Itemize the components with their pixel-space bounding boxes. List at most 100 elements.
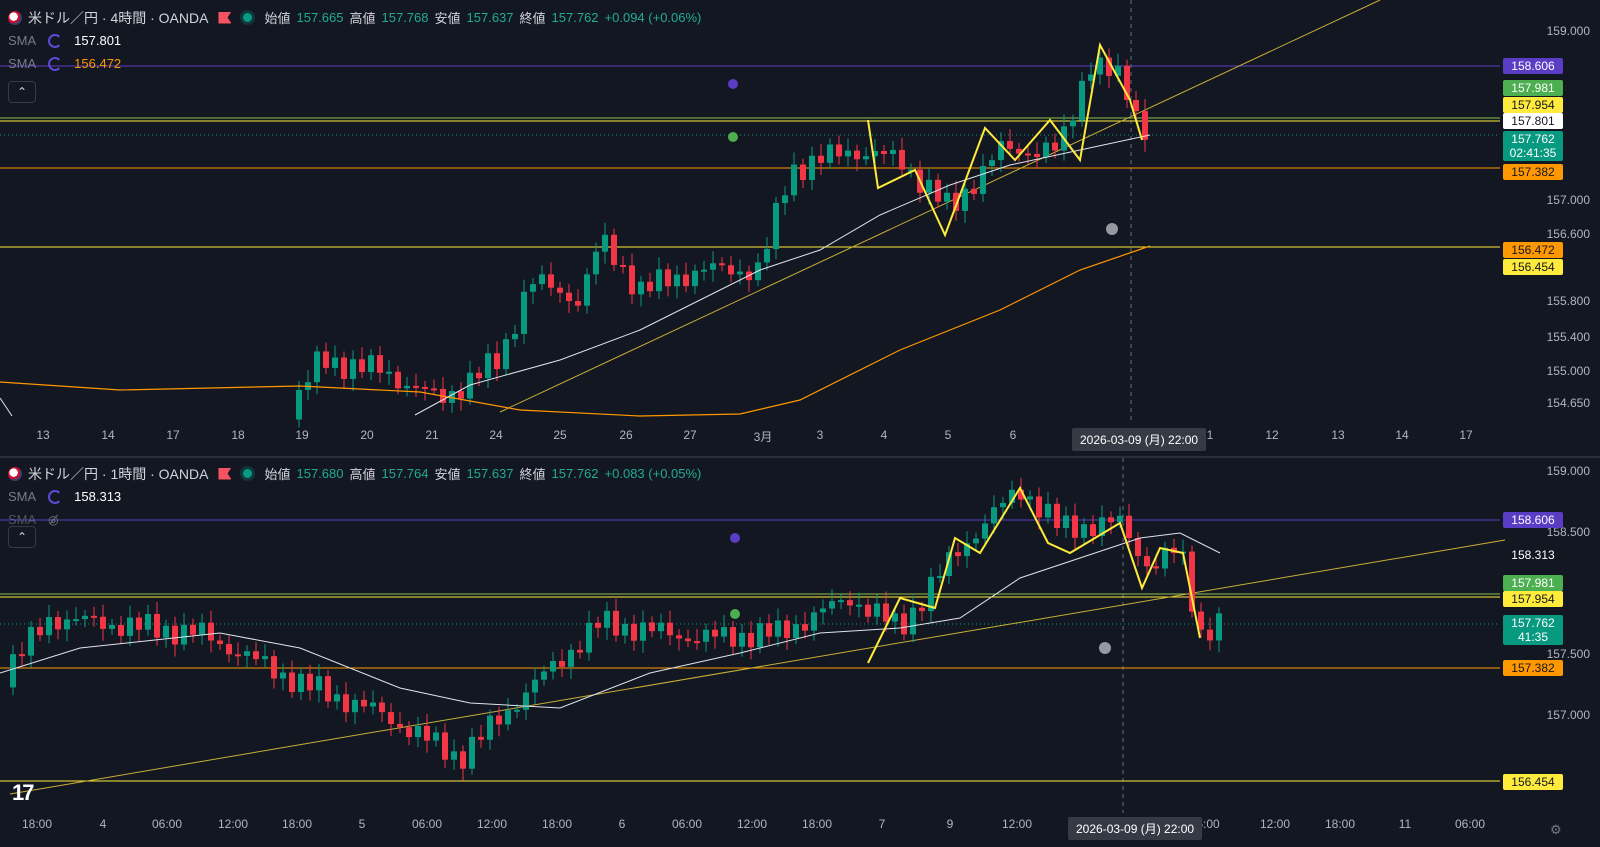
chart-pane-1h[interactable]: 米ドル／円 · 1時間 · OANDA 始値 157.680 高値 157.764 … bbox=[0, 458, 1600, 847]
drawing-zigzag bbox=[867, 42, 1143, 238]
sma-row-2[interactable]: SMA 156.472 bbox=[8, 52, 701, 75]
settings-gear-icon[interactable]: ⚙ bbox=[1550, 822, 1562, 837]
time-axis-label: 25 bbox=[553, 428, 567, 442]
time-axis-label: 13 bbox=[1331, 428, 1345, 442]
candle-body bbox=[1036, 496, 1042, 518]
event-marker-icon bbox=[728, 79, 738, 89]
time-axis-label: 13 bbox=[36, 428, 50, 442]
candle-body bbox=[73, 619, 79, 622]
candle-body bbox=[1133, 99, 1139, 112]
sma-row-1[interactable]: SMA 157.801 bbox=[8, 29, 701, 52]
legend-collapse-button[interactable]: ⌃ bbox=[8, 81, 36, 103]
tradingview-logo[interactable]: 17 bbox=[12, 780, 35, 805]
time-axis-label: 14 bbox=[1395, 428, 1409, 442]
hidden-eye-icon[interactable]: ◎̸ bbox=[48, 512, 59, 527]
candle-body bbox=[980, 166, 986, 194]
chart-pane-4h[interactable]: 米ドル／円 · 4時間 · OANDA 始値 157.665 高値 157.768 … bbox=[0, 0, 1600, 456]
price-chart-1h[interactable] bbox=[0, 458, 1600, 847]
price-tag-yellow-low: 156.454 bbox=[1503, 774, 1563, 790]
candle-body bbox=[1079, 80, 1085, 121]
candle-body bbox=[1099, 517, 1105, 537]
event-marker-icon bbox=[730, 609, 740, 619]
candle-body bbox=[919, 607, 925, 612]
price-tag-sma: 158.313 bbox=[1503, 547, 1563, 563]
candle-body bbox=[323, 351, 329, 368]
candle-body bbox=[262, 656, 268, 660]
flag-marker-icon[interactable] bbox=[218, 467, 232, 480]
candle-body bbox=[1018, 489, 1024, 500]
candle-body bbox=[1090, 524, 1096, 537]
price-chart-4h[interactable] bbox=[0, 0, 1600, 456]
time-axis-label: 12:00 bbox=[736, 817, 768, 831]
ohlc-high-value: 157.768 bbox=[381, 10, 429, 25]
candle-body bbox=[611, 234, 617, 265]
candle-body bbox=[800, 164, 806, 181]
sma-label: SMA bbox=[8, 489, 37, 504]
candle-body bbox=[523, 692, 529, 710]
symbol-title[interactable]: 米ドル／円 · 1時間 · OANDA bbox=[28, 465, 209, 482]
candle-body bbox=[901, 613, 907, 635]
usdjpy-flag-icon bbox=[8, 10, 22, 25]
ohlc-low-label: 安値 bbox=[434, 467, 461, 482]
sma-row-2[interactable]: SMA ◎̸ bbox=[8, 508, 701, 531]
price-tag-purple: 158.606 bbox=[1503, 512, 1563, 528]
candle-body bbox=[1081, 524, 1087, 538]
candle-body bbox=[802, 624, 808, 631]
time-axis-label: 6 bbox=[1009, 428, 1017, 442]
candle-body bbox=[1126, 515, 1132, 538]
candle-body bbox=[935, 179, 941, 202]
candle-body bbox=[566, 292, 572, 302]
candle-body bbox=[881, 151, 887, 154]
time-axis-label: 18:00 bbox=[801, 817, 833, 831]
candle-body bbox=[757, 623, 763, 648]
candle-body bbox=[692, 270, 698, 287]
candle-body bbox=[820, 608, 826, 613]
candle-body bbox=[928, 576, 934, 612]
price-tag-last: 157.762 bbox=[1503, 615, 1563, 631]
candle-body bbox=[550, 660, 556, 672]
candle-body bbox=[154, 613, 160, 638]
candle-body bbox=[460, 751, 466, 769]
candle-body bbox=[298, 673, 304, 693]
time-axis-label: 18 bbox=[231, 428, 245, 442]
candle-body bbox=[883, 603, 889, 622]
price-tag-green: 157.981 bbox=[1503, 80, 1563, 96]
pane-divider[interactable] bbox=[0, 456, 1600, 458]
flag-marker-icon[interactable] bbox=[218, 11, 232, 24]
candle-body bbox=[721, 627, 727, 637]
candle-body bbox=[235, 654, 241, 657]
symbol-title[interactable]: 米ドル／円 · 4時間 · OANDA bbox=[28, 9, 209, 26]
candle-body bbox=[991, 507, 997, 524]
candle-body bbox=[548, 274, 554, 288]
candle-body bbox=[172, 625, 178, 645]
price-axis-label: 155.400 bbox=[1546, 330, 1590, 344]
candle-body bbox=[964, 543, 970, 557]
candle-body bbox=[604, 610, 610, 628]
ohlc-close-value: 157.762 bbox=[551, 10, 599, 25]
price-axis-label: 156.600 bbox=[1546, 227, 1590, 241]
candle-body bbox=[109, 624, 115, 629]
sma-row-1[interactable]: SMA 158.313 bbox=[8, 485, 701, 508]
time-axis-label: 18:00 bbox=[1324, 817, 1356, 831]
legend-collapse-button[interactable]: ⌃ bbox=[8, 526, 36, 548]
sma-line-white bbox=[0, 532, 1221, 709]
price-tag-last: 157.762 bbox=[1503, 131, 1563, 147]
price-axis-label: 154.650 bbox=[1546, 396, 1590, 410]
time-axis-label: 1 bbox=[1206, 428, 1214, 442]
candle-body bbox=[1207, 629, 1213, 641]
candle-body bbox=[629, 265, 635, 295]
price-axis-label: 155.800 bbox=[1546, 294, 1590, 308]
time-axis-label: 18:00 bbox=[21, 817, 53, 831]
candle-body bbox=[458, 391, 464, 399]
candle-body bbox=[1189, 551, 1195, 612]
ohlc-close-value: 157.762 bbox=[551, 466, 599, 481]
candle-body bbox=[899, 149, 905, 170]
candle-body bbox=[1216, 613, 1222, 641]
time-axis-label: 12:00 bbox=[1001, 817, 1033, 831]
candle-body bbox=[217, 640, 223, 645]
candle-body bbox=[1000, 502, 1006, 508]
candle-body bbox=[199, 622, 205, 635]
candle-body bbox=[19, 654, 25, 657]
candle-body bbox=[836, 144, 842, 157]
time-axis-label: 06:00 bbox=[411, 817, 443, 831]
